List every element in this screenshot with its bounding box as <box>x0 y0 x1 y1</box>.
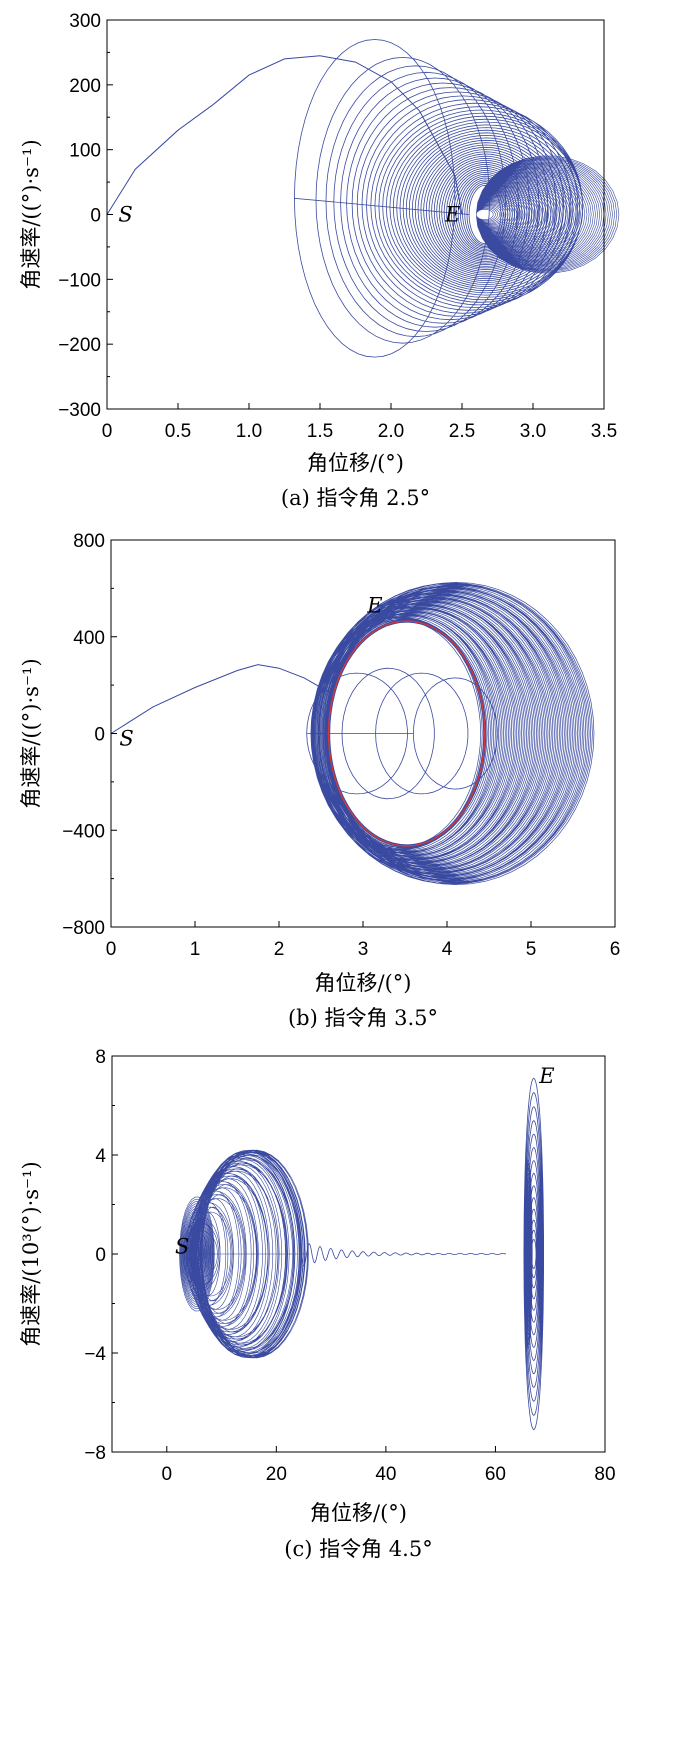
panel-b-caption: (b) 指令角 3.5° <box>288 1006 438 1030</box>
x-tick-label: 80 <box>594 1464 615 1485</box>
annotation-s: S <box>118 203 132 227</box>
x-tick-label: 2 <box>274 939 285 960</box>
x-tick-label: 3.0 <box>520 421 546 442</box>
panel-a-axes: 0 0.5 1.0 1.5 2.0 2.5 3.0 3.5 −300 −200 −100 0 100 20… <box>58 11 617 442</box>
trajectory-convergence <box>475 155 620 274</box>
x-tick-label: 4 <box>442 939 453 960</box>
trajectory-cycle-band <box>310 581 595 886</box>
y-tick-label: 8 <box>95 1047 106 1068</box>
x-tick-label: 3.5 <box>591 421 617 442</box>
panel-c: 0 20 40 60 80 −8 −4 0 4 8 S E 角位移/(°) 角速率/(10³(°)·s… <box>19 1047 616 1561</box>
y-tick-label: 100 <box>69 141 101 162</box>
x-tick-label: 1.5 <box>307 421 333 442</box>
annotation-s: S <box>119 726 133 750</box>
y-tick-label: −400 <box>62 821 105 842</box>
y-tick-label: 200 <box>69 76 101 97</box>
panel-b-plot-area <box>110 581 595 886</box>
x-tick-label: 40 <box>375 1464 396 1485</box>
panel-c-x-axis-label: 角位移/(°) <box>310 1501 407 1525</box>
x-tick-label: 1.0 <box>236 421 262 442</box>
panel-a-plot-area <box>106 39 620 358</box>
x-tick-label: 2.0 <box>378 421 404 442</box>
trajectory-oscillation <box>293 39 584 358</box>
trajectory-core <box>179 1196 215 1312</box>
panel-b-axes: 0 1 2 3 4 5 6 −800 −400 0 400 800 S E <box>62 531 620 960</box>
y-tick-label: 400 <box>73 628 105 649</box>
limit-cycle <box>327 620 486 847</box>
x-tick-label: 0.5 <box>165 421 191 442</box>
x-tick-label: 1 <box>190 939 201 960</box>
y-tick-label: −100 <box>58 270 101 291</box>
y-tick-label: 4 <box>95 1146 106 1167</box>
x-tick-label: 5 <box>526 939 537 960</box>
y-tick-label: 0 <box>94 725 105 746</box>
panel-a-y-axis-label: 角速率/((°)·s⁻¹) <box>19 139 43 289</box>
panel-a-x-axis-label: 角位移/(°) <box>307 451 404 475</box>
y-tick-label: 0 <box>90 206 101 227</box>
annotation-e: E <box>444 203 460 227</box>
panel-c-axes: 0 20 40 60 80 −8 −4 0 4 8 S E <box>84 1047 615 1485</box>
y-tick-label: 300 <box>69 11 101 32</box>
x-tick-label: 2.5 <box>449 421 475 442</box>
panel-b-y-axis-label: 角速率/((°)·s⁻¹) <box>19 658 43 808</box>
trajectory-end-core <box>524 1158 533 1350</box>
annotation-s: S <box>175 1235 189 1259</box>
y-tick-label: −300 <box>58 400 101 421</box>
panel-b: 0 1 2 3 4 5 6 −800 −400 0 400 800 S E 角位移/(°) 角速率/((°… <box>19 531 620 1030</box>
x-tick-label: 3 <box>358 939 369 960</box>
y-tick-label: −4 <box>84 1344 106 1365</box>
x-tick-label: 60 <box>485 1464 506 1485</box>
trajectory-bridge <box>298 1239 507 1267</box>
panel-b-x-axis-label: 角位移/(°) <box>315 971 412 995</box>
trajectory-transient-loops <box>306 667 498 800</box>
panel-a: 0 0.5 1.0 1.5 2.0 2.5 3.0 3.5 −300 −200 −100 0 100 20… <box>19 11 620 510</box>
trajectory-initial <box>106 55 463 215</box>
x-tick-label: 0 <box>161 1464 172 1485</box>
x-tick-label: 6 <box>610 939 621 960</box>
y-tick-label: −800 <box>62 918 105 939</box>
annotation-e: E <box>538 1064 554 1088</box>
y-tick-label: −200 <box>58 335 101 356</box>
annotation-e: E <box>366 593 382 617</box>
panel-c-y-axis-label: 角速率/(10³(°)·s⁻¹) <box>19 1161 43 1346</box>
panel-c-plot-area <box>179 1077 544 1431</box>
trajectory-initial <box>110 664 330 734</box>
x-tick-label: 0 <box>102 421 113 442</box>
panel-c-caption: (c) 指令角 4.5° <box>284 1537 432 1561</box>
y-tick-label: 800 <box>73 531 105 552</box>
x-tick-label: 20 <box>266 1464 287 1485</box>
panel-a-caption: (a) 指令角 2.5° <box>281 486 430 510</box>
y-tick-label: 0 <box>95 1245 106 1266</box>
y-tick-label: −8 <box>84 1443 106 1464</box>
x-tick-label: 0 <box>106 939 117 960</box>
